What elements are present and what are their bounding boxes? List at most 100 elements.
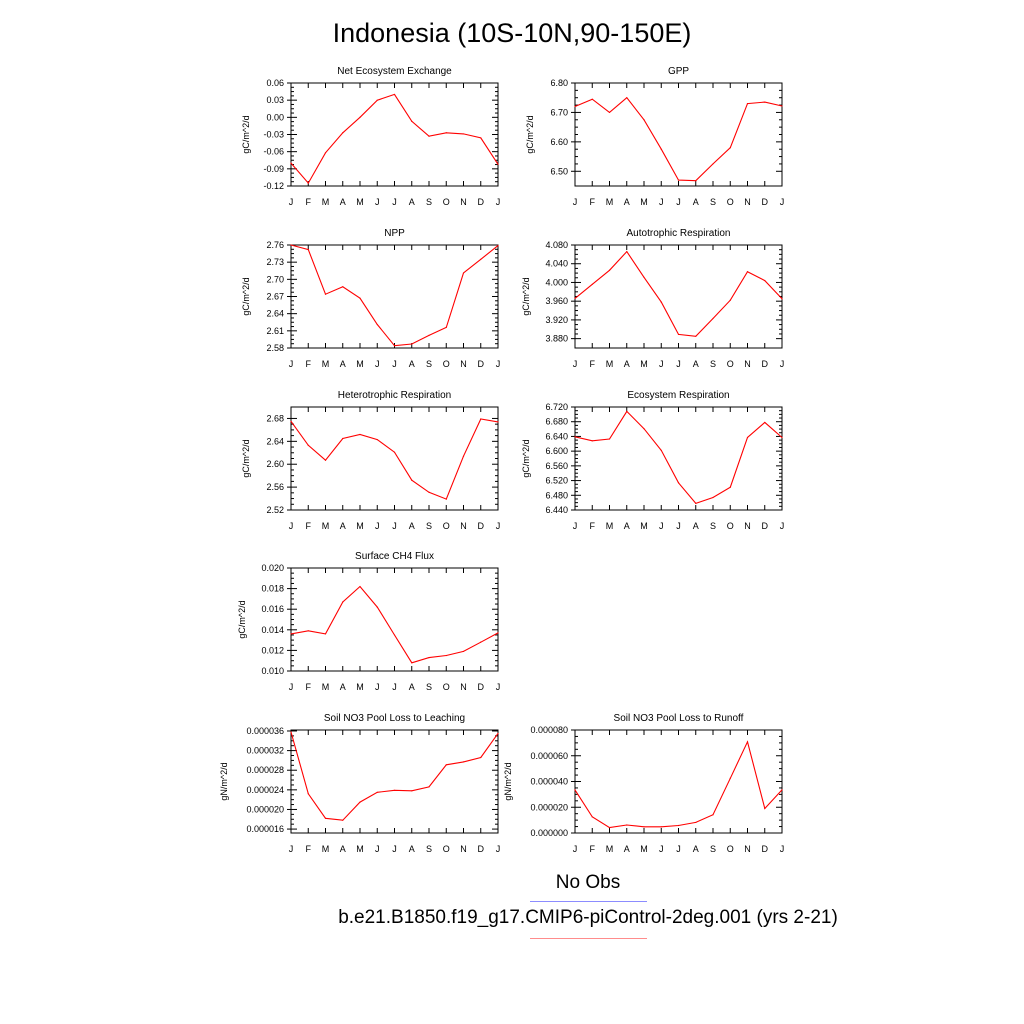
y-tick-label: 6.520: [545, 476, 568, 486]
y-tick-label: 0.020: [261, 563, 284, 573]
chart-title: NPP: [384, 228, 405, 239]
data-point: [324, 459, 327, 461]
data-point: [643, 276, 645, 278]
data-point: [608, 438, 611, 440]
x-tick-label: A: [340, 359, 346, 369]
data-point: [574, 789, 576, 791]
x-tick-label: F: [306, 682, 312, 692]
x-tick-label: F: [590, 844, 596, 854]
x-tick-label: M: [356, 359, 364, 369]
x-tick-label: J: [676, 197, 681, 207]
series-line: [290, 244, 499, 347]
data-point: [574, 297, 576, 299]
x-tick-label: N: [744, 359, 751, 369]
data-point: [677, 179, 680, 181]
y-tick-label: -0.06: [263, 147, 284, 157]
data-point: [324, 633, 327, 635]
x-tick-label: J: [392, 197, 397, 207]
data-point: [497, 244, 499, 247]
y-tick-label: 4.040: [545, 259, 568, 269]
x-tick-label: F: [306, 359, 312, 369]
data-point: [324, 152, 327, 154]
x-tick-label: O: [727, 359, 734, 369]
data-point: [764, 101, 766, 103]
y-tick-label: 6.440: [545, 505, 568, 515]
plot-frame: [574, 82, 783, 187]
y-axis-label: gC/m^2/d: [521, 277, 531, 315]
series-line: [574, 410, 783, 505]
x-tick-label: M: [322, 359, 330, 369]
data-point: [290, 162, 292, 164]
x-tick-label: M: [640, 521, 648, 531]
y-tick-label: 2.73: [266, 257, 284, 267]
x-tick-label: S: [710, 359, 716, 369]
data-point: [626, 410, 628, 413]
y-tick-label: 2.76: [266, 240, 284, 250]
data-point: [393, 634, 396, 636]
x-tick-label: J: [375, 521, 380, 531]
y-tick-label: 0.03: [266, 95, 284, 105]
y-tick-label: 4.000: [545, 277, 568, 287]
x-tick-label: J: [289, 682, 294, 692]
data-point: [376, 439, 378, 441]
x-tick-label: M: [356, 682, 364, 692]
chart-title: GPP: [668, 66, 689, 77]
data-point: [608, 826, 611, 829]
y-tick-label: 2.58: [266, 343, 284, 353]
plot-frame: [290, 567, 499, 672]
data-point: [608, 269, 611, 271]
data-point: [660, 449, 662, 452]
y-tick-label: 6.720: [545, 402, 568, 412]
series-line: [574, 740, 783, 829]
y-tick-label: -0.09: [263, 164, 284, 174]
x-tick-label: O: [443, 521, 450, 531]
data-point: [411, 479, 413, 481]
x-tick-label: M: [640, 359, 648, 369]
data-point: [411, 120, 413, 122]
chart-title: Surface CH4 Flux: [355, 551, 434, 562]
data-point: [643, 119, 645, 121]
data-point: [342, 819, 344, 821]
data-point: [376, 99, 378, 101]
x-tick-label: J: [659, 359, 664, 369]
x-tick-label: J: [289, 844, 294, 854]
x-tick-label: J: [780, 521, 785, 531]
y-axis-label: gC/m^2/d: [521, 439, 531, 477]
y-tick-label: 0.000060: [530, 751, 568, 761]
data-point: [746, 741, 749, 743]
y-tick-label: 0.018: [261, 584, 284, 594]
data-point: [729, 777, 731, 779]
data-point: [591, 98, 593, 100]
data-point: [626, 97, 628, 99]
data-point: [712, 317, 714, 320]
x-tick-label: F: [306, 521, 312, 531]
legend-obs-label: No Obs: [555, 872, 621, 893]
y-tick-label: 3.960: [545, 296, 568, 306]
x-tick-label: J: [392, 359, 397, 369]
y-tick-label: 0.000020: [530, 802, 568, 812]
x-tick-label: J: [676, 359, 681, 369]
y-tick-label: 2.60: [266, 459, 284, 469]
y-tick-label: 6.70: [550, 107, 568, 117]
series-line: [574, 96, 783, 182]
y-tick-label: 0.000040: [530, 777, 568, 787]
y-tick-label: 0.000024: [246, 785, 284, 795]
data-point: [393, 93, 396, 96]
data-point: [342, 132, 344, 134]
legend-case-line: [530, 938, 647, 939]
data-point: [359, 433, 361, 436]
x-tick-label: D: [762, 197, 769, 207]
data-point: [695, 502, 697, 504]
data-point: [746, 271, 749, 273]
plot-frame: [290, 244, 499, 349]
x-tick-label: M: [322, 521, 330, 531]
x-tick-label: F: [590, 359, 596, 369]
data-point: [445, 764, 447, 766]
series-line: [290, 418, 499, 500]
data-point: [445, 326, 447, 328]
legend-obs-line: [530, 901, 647, 902]
